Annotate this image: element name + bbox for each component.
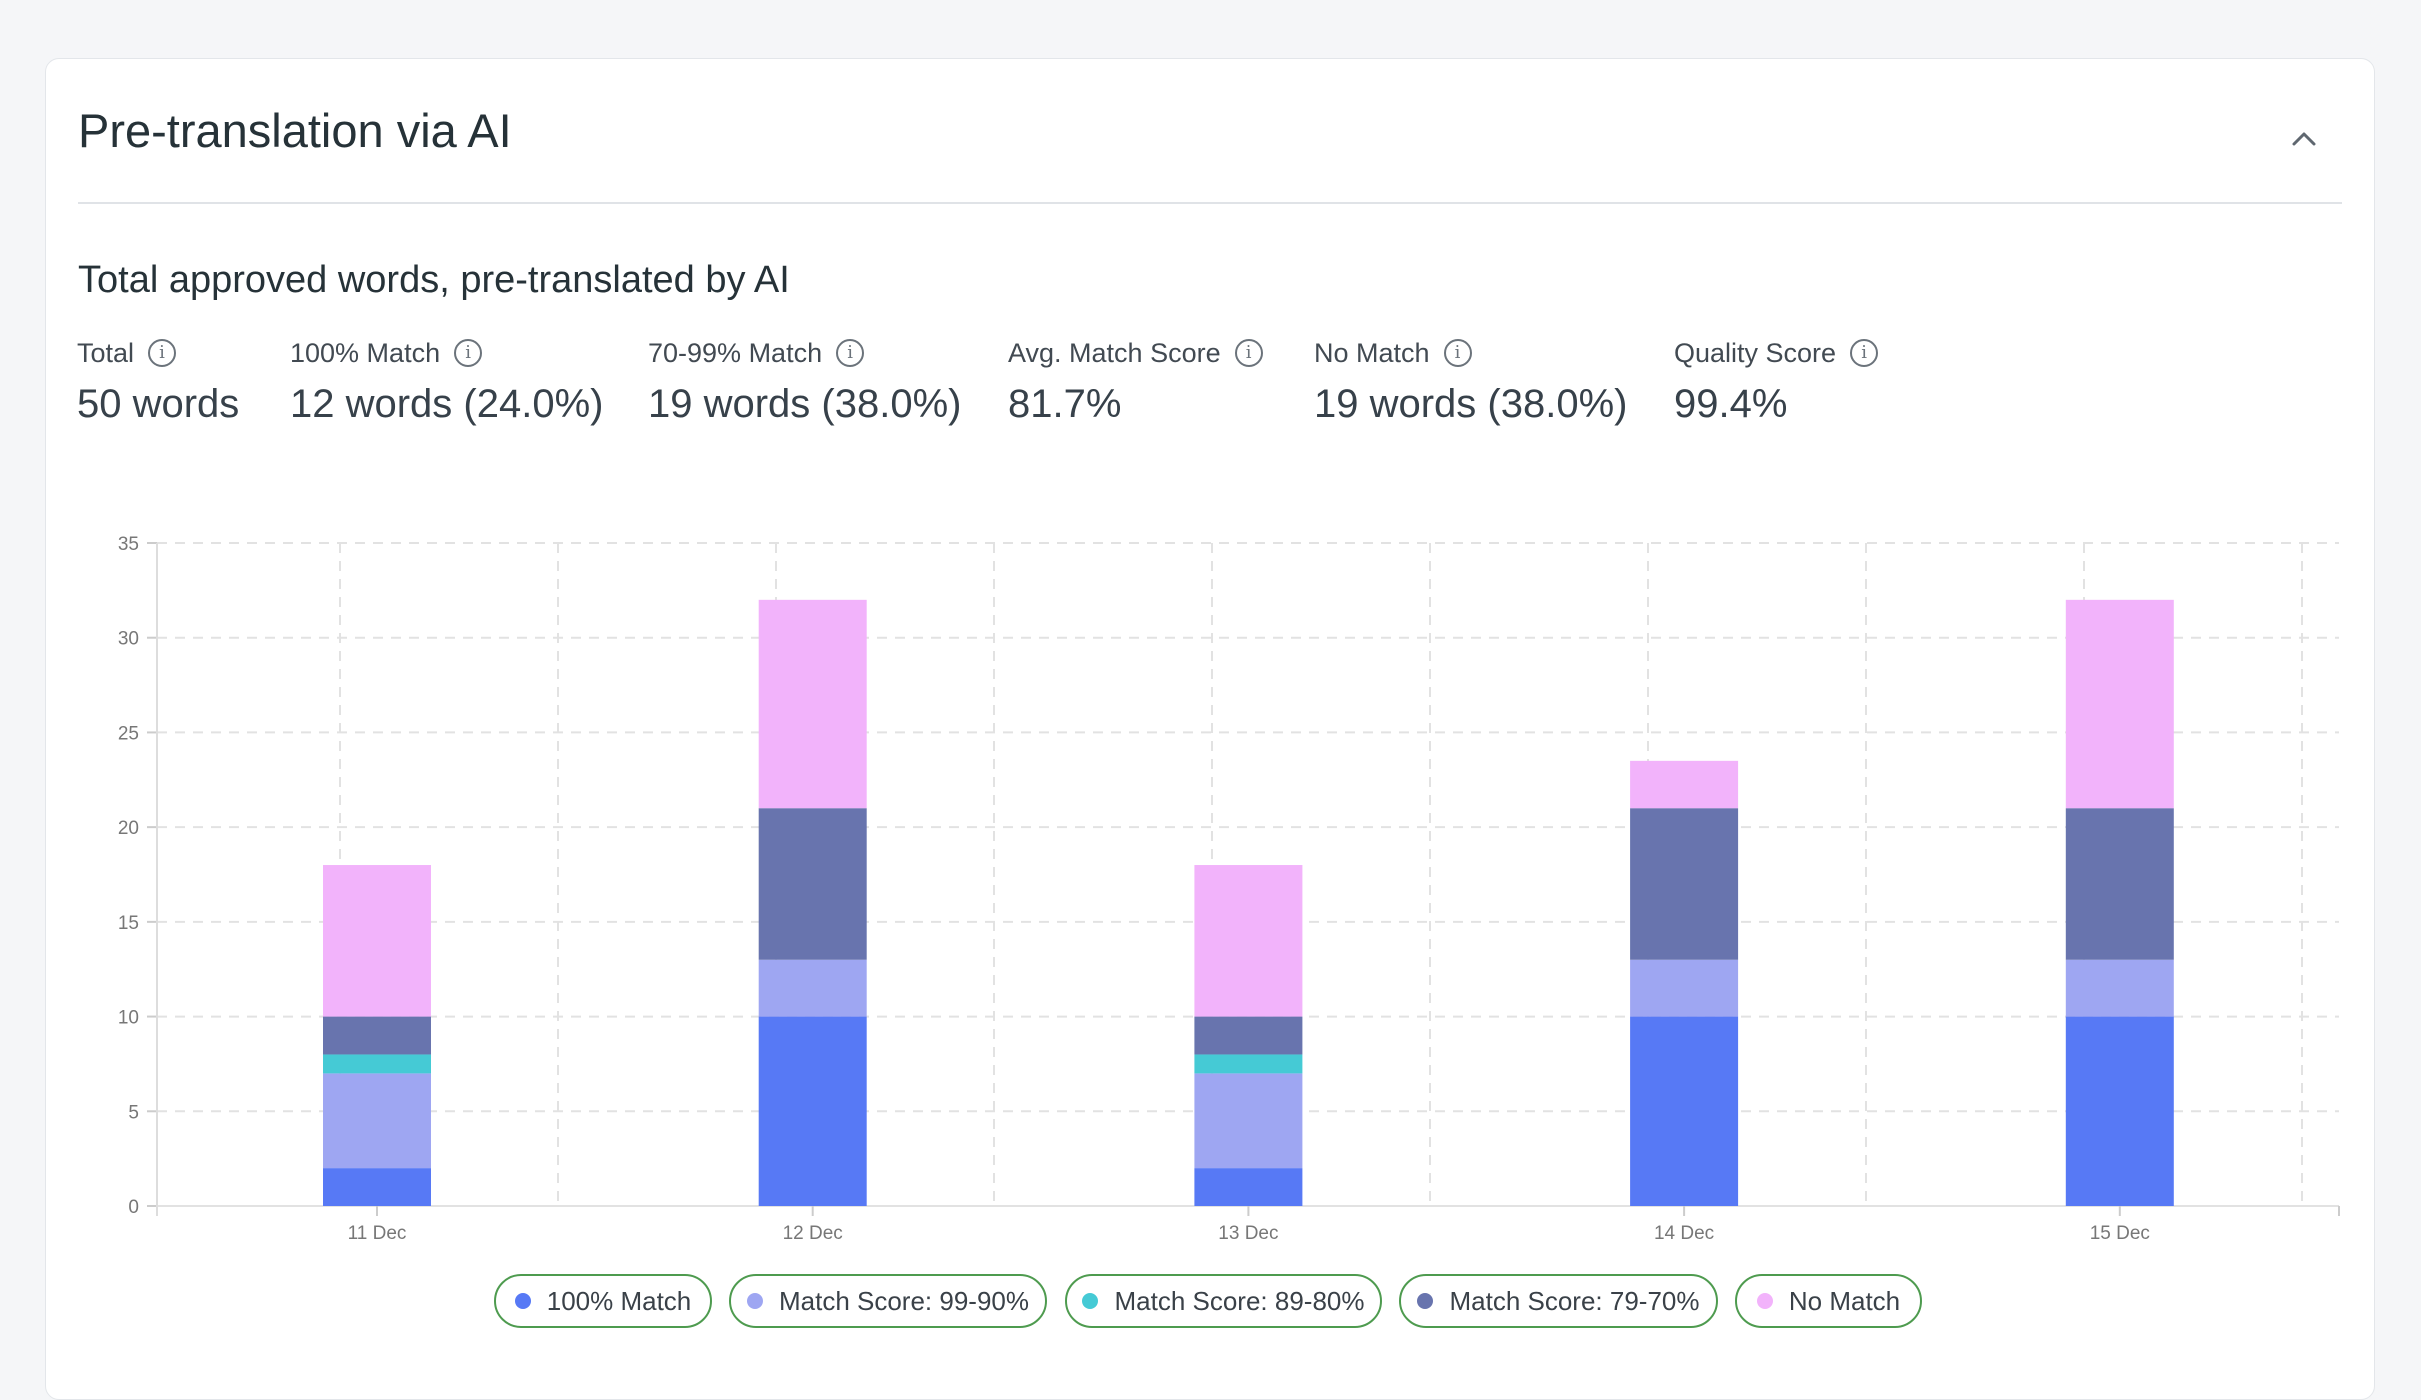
x-tick-label: 13 Dec	[1218, 1223, 1278, 1244]
stat-1: 100% Match i 12 words (24.0%)	[290, 336, 603, 428]
y-tick-label: 15	[118, 913, 139, 934]
legend-label: Match Score: 89-80%	[1114, 1285, 1365, 1316]
y-tick-label: 20	[118, 818, 139, 839]
bar-segment-11-dec-0	[323, 1168, 431, 1206]
stat-label: Total	[77, 338, 135, 368]
chevron-up-icon[interactable]	[2284, 119, 2324, 159]
info-icon[interactable]: i	[1443, 339, 1472, 367]
y-tick-label: 10	[118, 1008, 139, 1029]
stat-4: No Match i 19 words (38.0%)	[1314, 336, 1627, 428]
stat-5: Quality Score i 99.4%	[1674, 336, 1879, 428]
stat-label: Avg. Match Score	[1008, 338, 1221, 368]
info-icon[interactable]: i	[1234, 339, 1263, 367]
info-icon[interactable]: i	[454, 339, 483, 367]
bar-segment-12-dec-4	[758, 599, 867, 809]
bar-segment-14-dec-1	[1630, 959, 1739, 1017]
stat-label-row: Avg. Match Score i	[1008, 336, 1263, 370]
stat-2: 70-99% Match i 19 words (38.0%)	[648, 336, 961, 428]
legend-item[interactable]: Match Score: 79-70%	[1399, 1274, 1718, 1328]
section-subtitle: Total approved words, pre-translated by …	[78, 259, 790, 301]
stat-value: 19 words (38.0%)	[648, 382, 962, 426]
legend-dot-icon	[1417, 1293, 1434, 1309]
bar-segment-12-dec-3	[758, 808, 867, 960]
stat-value: 19 words (38.0%)	[1314, 382, 1628, 426]
bar-segment-13-dec-4	[1194, 865, 1303, 1017]
stat-label: No Match	[1314, 338, 1430, 368]
stat-label-row: No Match i	[1314, 336, 1627, 370]
stat-label: Quality Score	[1674, 338, 1837, 368]
x-tick-label: 14 Dec	[1654, 1223, 1714, 1244]
stat-label-row: Quality Score i	[1674, 336, 1879, 370]
legend-item[interactable]: No Match	[1735, 1274, 1922, 1328]
legend-dot-icon	[1756, 1293, 1773, 1309]
stat-label: 100% Match	[290, 338, 441, 368]
legend-item[interactable]: Match Score: 99-90%	[729, 1274, 1047, 1328]
bar-segment-15-dec-4	[2065, 599, 2174, 809]
x-tick-label: 11 Dec	[348, 1223, 407, 1244]
bar-segment-14-dec-3	[1630, 808, 1739, 960]
divider	[78, 202, 2342, 204]
stat-value: 81.7%	[1008, 382, 1122, 426]
legend-label: No Match	[1788, 1285, 1901, 1316]
stat-value: 99.4%	[1674, 382, 1788, 426]
bar-segment-13-dec-1	[1194, 1073, 1303, 1169]
y-tick-label: 30	[118, 629, 139, 650]
bar-segment-11-dec-2	[323, 1054, 431, 1074]
stat-label-row: 100% Match i	[290, 336, 603, 370]
bar-segment-14-dec-0	[1630, 1016, 1739, 1206]
bar-segment-15-dec-3	[2065, 808, 2174, 960]
stat-value: 12 words (24.0%)	[290, 382, 604, 426]
stat-0: Total i 50 words	[77, 336, 239, 428]
info-icon[interactable]: i	[836, 339, 865, 367]
bar-segment-12-dec-1	[758, 959, 867, 1017]
y-tick-label: 0	[128, 1197, 139, 1218]
legend-label: Match Score: 99-90%	[778, 1285, 1029, 1316]
x-tick-label: 15 Dec	[2090, 1223, 2150, 1244]
legend-dot-icon	[514, 1293, 531, 1309]
legend-label: Match Score: 79-70%	[1449, 1285, 1700, 1316]
bar-segment-15-dec-1	[2065, 959, 2174, 1017]
bar-segment-13-dec-0	[1194, 1168, 1303, 1206]
legend-dot-icon	[746, 1293, 763, 1309]
bar-segment-15-dec-0	[2065, 1016, 2174, 1206]
legend-dot-icon	[1082, 1293, 1099, 1309]
x-tick-label: 12 Dec	[783, 1223, 843, 1244]
stat-label-row: Total i	[77, 336, 239, 370]
chart-legend: 100% Match Match Score: 99-90% Match Score…	[0, 1274, 2421, 1332]
bar-segment-13-dec-3	[1194, 1016, 1303, 1055]
y-tick-label: 35	[118, 534, 139, 555]
stat-label-row: 70-99% Match i	[648, 336, 961, 370]
stat-label: 70-99% Match	[648, 338, 823, 368]
y-tick-label: 25	[118, 723, 139, 744]
card-title: Pre-translation via AI	[78, 104, 512, 157]
y-tick-label: 5	[128, 1102, 139, 1123]
legend-item[interactable]: 100% Match	[494, 1274, 712, 1328]
bar-segment-12-dec-0	[758, 1016, 867, 1206]
bar-segment-11-dec-1	[323, 1073, 431, 1169]
bar-segment-13-dec-2	[1194, 1054, 1303, 1074]
info-icon[interactable]: i	[1850, 339, 1879, 367]
bar-segment-14-dec-4	[1630, 760, 1739, 809]
bar-segment-11-dec-4	[323, 865, 431, 1017]
stat-3: Avg. Match Score i 81.7%	[1008, 336, 1263, 428]
stat-value: 50 words	[77, 382, 240, 426]
bar-segment-11-dec-3	[323, 1016, 431, 1055]
info-icon[interactable]: i	[148, 339, 177, 367]
legend-item[interactable]: Match Score: 89-80%	[1065, 1274, 1382, 1328]
legend-label: 100% Match	[546, 1285, 692, 1316]
